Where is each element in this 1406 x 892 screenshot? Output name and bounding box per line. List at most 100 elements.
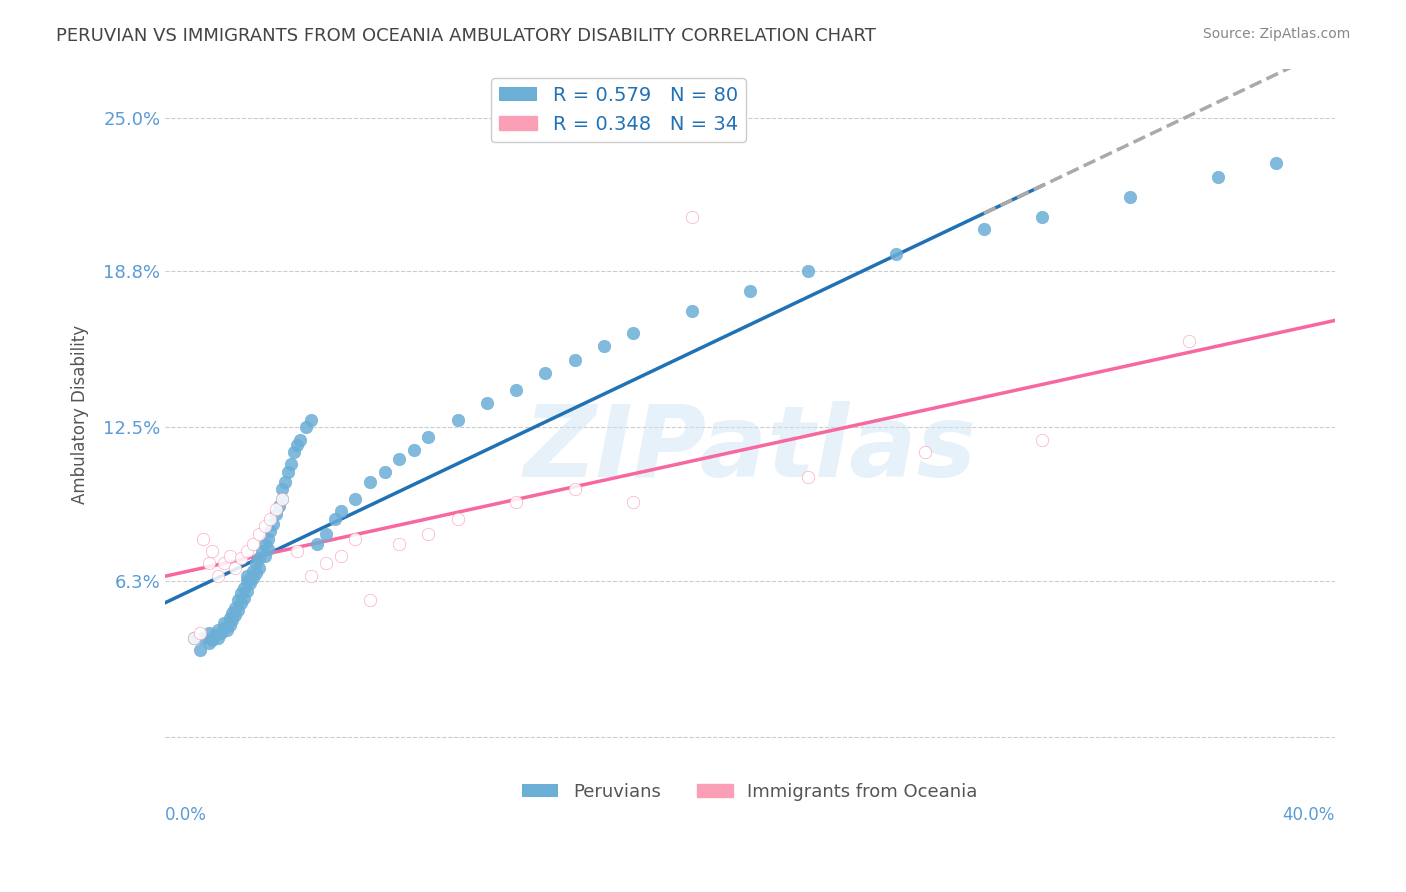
Point — [271, 491, 294, 506]
Point — [621, 494, 644, 508]
Point — [242, 536, 264, 550]
Point — [315, 557, 337, 571]
Text: Source: ZipAtlas.com: Source: ZipAtlas.com — [1202, 27, 1350, 41]
Legend: Peruvians, Immigrants from Oceania: Peruvians, Immigrants from Oceania — [515, 775, 986, 808]
Point — [1119, 190, 1142, 204]
Point — [388, 452, 411, 467]
Point — [797, 470, 820, 484]
Point — [564, 482, 586, 496]
Point — [250, 544, 273, 558]
Point — [233, 581, 256, 595]
Point — [218, 611, 240, 625]
Point — [884, 247, 907, 261]
Point — [193, 631, 215, 645]
Point — [266, 507, 288, 521]
Point — [1177, 334, 1199, 348]
Point — [224, 608, 246, 623]
Point — [183, 631, 205, 645]
Point — [564, 353, 586, 368]
Point — [253, 536, 276, 550]
Point — [228, 603, 250, 617]
Point — [236, 574, 259, 588]
Point — [207, 623, 229, 637]
Text: PERUVIAN VS IMMIGRANTS FROM OCEANIA AMBULATORY DISABILITY CORRELATION CHART: PERUVIAN VS IMMIGRANTS FROM OCEANIA AMBU… — [56, 27, 876, 45]
Point — [280, 458, 302, 472]
Point — [359, 593, 381, 607]
Point — [266, 502, 288, 516]
Point — [221, 613, 243, 627]
Point — [247, 551, 270, 566]
Point — [221, 606, 243, 620]
Point — [247, 526, 270, 541]
Point — [475, 395, 498, 409]
Point — [1265, 155, 1288, 169]
Point — [236, 583, 259, 598]
Point — [344, 491, 367, 506]
Point — [212, 557, 235, 571]
Point — [231, 596, 253, 610]
Point — [323, 512, 346, 526]
Point — [505, 383, 527, 397]
Point — [236, 568, 259, 582]
Point — [283, 445, 305, 459]
Point — [681, 210, 703, 224]
Point — [228, 593, 250, 607]
Point — [738, 284, 761, 298]
Point — [344, 532, 367, 546]
Point — [236, 544, 259, 558]
Point — [259, 524, 281, 539]
Point — [231, 551, 253, 566]
Point — [329, 504, 352, 518]
Point — [253, 549, 276, 563]
Point — [388, 536, 411, 550]
Point — [269, 500, 291, 514]
Point — [198, 635, 221, 649]
Point — [797, 264, 820, 278]
Point — [212, 621, 235, 635]
Point — [418, 526, 440, 541]
Point — [329, 549, 352, 563]
Point — [274, 475, 297, 489]
Point — [239, 576, 262, 591]
Point — [418, 430, 440, 444]
Text: ZIPatlas: ZIPatlas — [523, 401, 977, 498]
Point — [402, 442, 425, 457]
Point — [198, 557, 221, 571]
Point — [592, 338, 614, 352]
Point — [188, 643, 211, 657]
Point — [307, 536, 329, 550]
Point — [215, 623, 238, 637]
Point — [914, 445, 936, 459]
Point — [271, 482, 294, 496]
Point — [262, 516, 284, 531]
Point — [681, 304, 703, 318]
Point — [446, 512, 468, 526]
Point — [277, 465, 299, 479]
Point — [973, 222, 995, 236]
Point — [231, 586, 253, 600]
Point — [256, 541, 278, 556]
Point — [301, 568, 323, 582]
Point — [359, 475, 381, 489]
Point — [285, 544, 308, 558]
Point — [224, 601, 246, 615]
Point — [288, 433, 311, 447]
Y-axis label: Ambulatory Disability: Ambulatory Disability — [72, 326, 89, 505]
Point — [242, 564, 264, 578]
Point — [621, 326, 644, 341]
Point — [247, 561, 270, 575]
Point — [373, 465, 395, 479]
Point — [446, 413, 468, 427]
Point — [315, 526, 337, 541]
Point — [209, 625, 232, 640]
Point — [233, 591, 256, 605]
Point — [1206, 170, 1229, 185]
Point — [193, 532, 215, 546]
Point — [218, 618, 240, 632]
Point — [245, 557, 267, 571]
Point — [198, 625, 221, 640]
Point — [242, 571, 264, 585]
Point — [271, 491, 294, 506]
Point — [183, 631, 205, 645]
Point — [218, 549, 240, 563]
